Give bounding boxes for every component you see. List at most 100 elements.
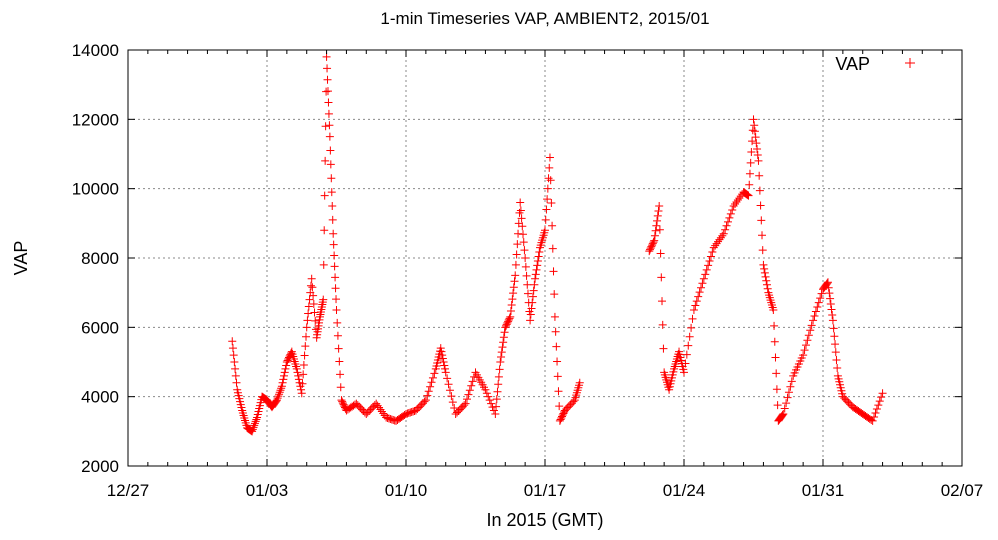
data-point-interp [655,225,664,234]
data-point-interp [228,344,237,353]
data-point-interp [499,338,508,347]
data-point-interp [786,382,795,391]
data-point-interp [544,174,553,183]
data-point-interp [761,272,770,281]
data-point-interp [545,163,554,172]
data-point-interp [872,405,881,414]
data-point-interp [528,292,537,301]
data-point-interp [833,363,842,372]
data-point-interp [512,250,521,259]
data-point-interp [423,391,432,400]
data-point-interp [306,281,315,290]
data-point-interp [294,371,303,380]
data-point-interp [323,87,332,96]
data-point-interp [325,121,334,130]
data-point-interp [328,202,337,210]
data-point-interp [687,323,696,332]
data-point-interp [722,221,731,230]
data-point-interp [252,415,261,424]
x-tick-label: 01/03 [246,481,289,500]
data-point-interp [691,301,700,310]
data-point-interp [658,320,667,329]
data-point [868,416,877,425]
data-point [292,364,301,373]
data-point-interp [494,380,503,389]
data-point-interp [426,382,435,391]
data-point-interp [274,392,283,401]
data-point-interp [420,397,429,406]
data-point-interp [772,369,781,378]
data-point-interp [303,316,312,325]
data-point-interp [309,291,318,300]
data-point-interp [753,150,762,159]
data-point [506,312,515,321]
data-point-interp [777,411,786,420]
x-tick-label: 01/24 [663,481,706,500]
data-point-interp [323,64,332,73]
data-point [325,132,334,141]
data-point-interp [875,397,884,406]
data-point-interp [548,221,557,230]
data-point-interp [332,295,341,304]
data-point-interp [509,283,518,292]
data-point-interp [248,425,257,434]
data-point-interp [651,226,660,235]
data-point-interp [694,292,703,301]
data-point-interp [329,240,338,249]
legend-marker-plus [905,58,915,68]
data-point-interp [324,109,333,118]
data-point-interp [299,360,308,369]
grid-lines [128,50,962,466]
data-point [319,295,328,304]
data-point-interp [659,344,668,353]
data-point-interp [726,209,735,218]
data-point-interp [782,399,791,408]
data-point-interp [543,184,552,193]
data-point [248,427,257,436]
data-point-interp [460,401,469,410]
data-point-interp [773,401,782,410]
data-point [481,385,490,394]
data-point-interp [293,368,302,377]
data-point-interp [535,248,544,257]
data-point-interp [280,368,289,377]
data-point-interp [330,262,339,271]
legend-marker-vap [905,58,915,68]
data-point-interp [231,371,240,380]
data-point-interp [653,216,662,225]
data-point-interp [424,387,433,396]
y-tick-label: 10000 [72,180,119,199]
data-point-interp [249,423,258,432]
data-point-interp [723,217,732,226]
data-point-interp [755,186,764,195]
data-point-interp [302,332,311,341]
data-point-interp [701,270,710,279]
data-point-interp [753,145,762,154]
data-point-interp [827,305,836,314]
data-point-interp [770,337,779,346]
x-axis-label: In 2015 (GMT) [486,510,603,530]
data-point-interp [778,410,787,419]
x-tick-label: 01/17 [524,481,567,500]
data-point [322,52,331,61]
data-point-interp [751,133,760,142]
data-point-interp [817,289,826,298]
data-point-interp [445,386,454,395]
data-point-interp [758,231,767,240]
data-point [809,316,818,325]
data-point-interp [780,404,789,413]
data-point-interp [657,273,666,282]
data-point-interp [725,213,734,222]
data-point-interp [800,346,809,355]
data-point-interp [448,398,457,407]
data-point-interp [828,310,837,319]
data-point-interp [516,206,525,215]
data-point-interp [825,289,834,298]
data-point-interp [522,271,531,280]
data-point-interp [527,304,536,313]
data-point-interp [801,341,810,350]
data-point-interp [311,316,320,325]
data-point-interp [328,215,337,224]
data-point-interp [823,279,832,288]
